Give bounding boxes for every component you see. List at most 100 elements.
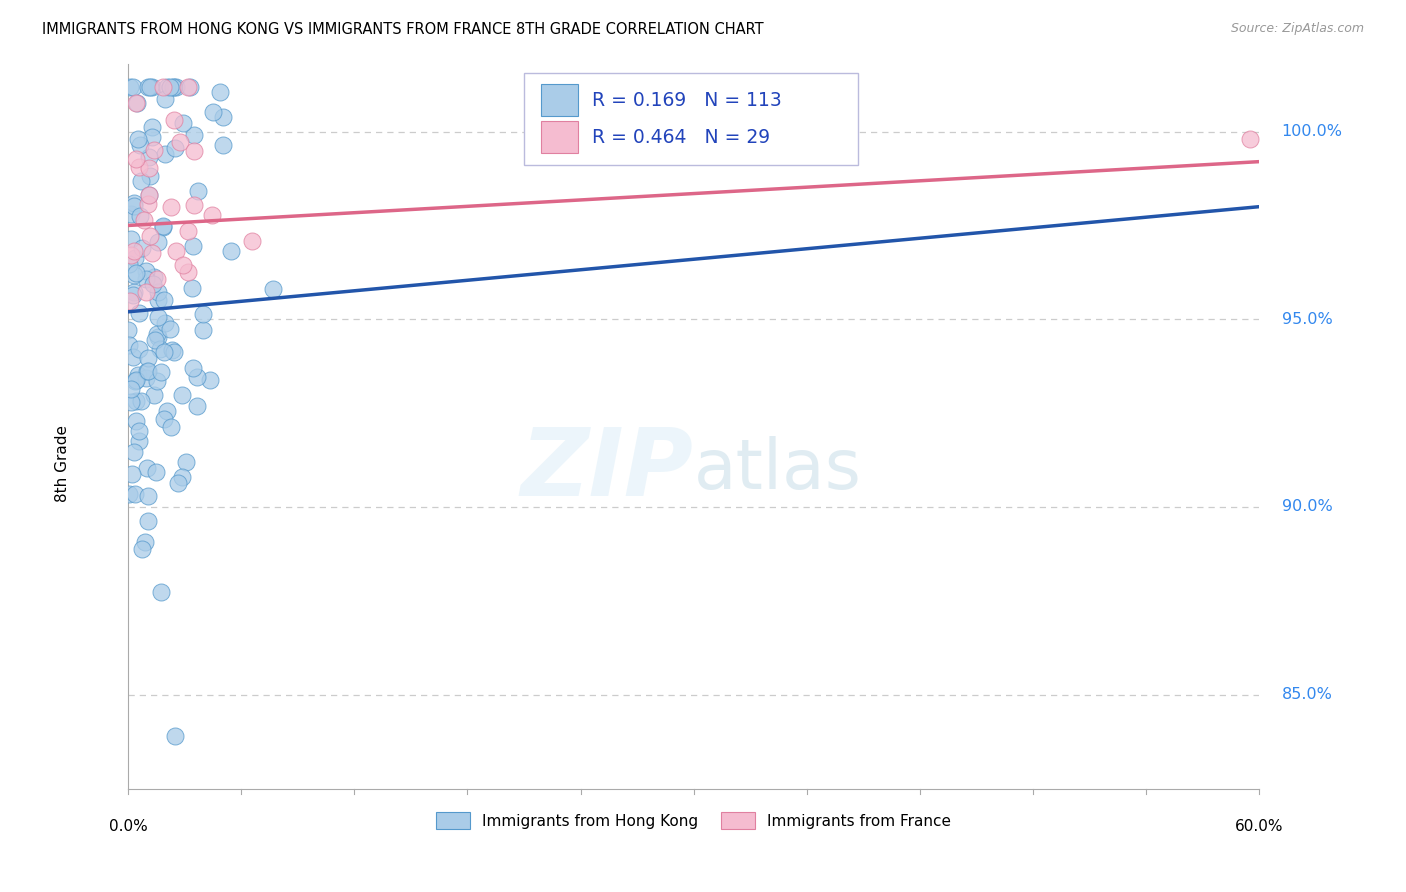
Point (124, 486, 146, 500)
Point (127, 368, 149, 383)
Point (153, 317, 176, 331)
Point (149, 342, 172, 356)
Point (141, 120, 163, 134)
Point (125, 394, 148, 409)
Point (191, 308, 214, 322)
Point (165, 729, 187, 743)
Point (211, 110, 233, 124)
Point (163, 113, 186, 128)
Point (186, 370, 208, 384)
Point (134, 534, 156, 549)
Point (131, 241, 153, 255)
Text: 8th Grade: 8th Grade (55, 425, 70, 502)
Point (120, 232, 142, 246)
Point (118, 79, 141, 94)
Point (148, 293, 170, 307)
Point (135, 264, 157, 278)
Point (152, 344, 174, 359)
Point (125, 152, 148, 166)
Point (170, 388, 193, 402)
Point (145, 272, 167, 286)
FancyBboxPatch shape (541, 84, 578, 116)
Point (135, 272, 157, 286)
Point (122, 244, 145, 259)
Point (163, 345, 186, 359)
Point (146, 326, 169, 341)
Text: 60.0%: 60.0% (1234, 819, 1284, 833)
Point (122, 199, 145, 213)
Point (153, 147, 176, 161)
Point (142, 277, 165, 292)
Point (122, 268, 145, 282)
Point (172, 258, 194, 272)
Point (138, 188, 160, 202)
Point (159, 322, 181, 336)
Point (181, 281, 204, 295)
Point (136, 460, 159, 475)
Point (118, 487, 141, 501)
Point (201, 208, 224, 222)
Point (127, 132, 149, 146)
Point (121, 79, 143, 94)
Point (177, 79, 200, 94)
Point (138, 197, 160, 211)
Point (134, 212, 156, 227)
Point (129, 174, 152, 188)
Point (125, 373, 148, 387)
Point (172, 116, 194, 130)
FancyBboxPatch shape (524, 73, 858, 166)
Point (121, 287, 143, 301)
Point (145, 465, 167, 479)
Text: 0.0%: 0.0% (108, 819, 148, 833)
Point (136, 364, 159, 378)
Point (120, 293, 142, 308)
Text: ZIP: ZIP (520, 424, 693, 516)
Point (153, 412, 176, 426)
Point (183, 361, 205, 376)
Text: IMMIGRANTS FROM HONG KONG VS IMMIGRANTS FROM FRANCE 8TH GRADE CORRELATION CHART: IMMIGRANTS FROM HONG KONG VS IMMIGRANTS … (42, 22, 763, 37)
Point (120, 382, 142, 396)
Point (160, 420, 183, 434)
Point (125, 266, 148, 280)
Point (1239, 132, 1261, 146)
Point (141, 245, 163, 260)
Point (165, 141, 187, 155)
Text: 90.0%: 90.0% (1282, 500, 1333, 515)
Point (121, 467, 143, 482)
Point (186, 399, 208, 413)
Point (181, 239, 204, 253)
Point (135, 371, 157, 385)
Text: Source: ZipAtlas.com: Source: ZipAtlas.com (1230, 22, 1364, 36)
Point (136, 79, 159, 94)
Text: atlas: atlas (693, 436, 862, 503)
Point (141, 130, 163, 145)
Text: 100.0%: 100.0% (1282, 124, 1343, 139)
Text: R = 0.464   N = 29: R = 0.464 N = 29 (592, 128, 770, 146)
Point (153, 293, 176, 308)
Point (128, 209, 150, 223)
Point (128, 434, 150, 449)
Point (209, 85, 232, 99)
Point (142, 270, 165, 285)
Point (211, 138, 233, 153)
Point (201, 104, 224, 119)
Point (141, 79, 163, 94)
Point (118, 257, 141, 271)
Point (152, 219, 174, 233)
Point (128, 306, 150, 320)
Point (128, 424, 150, 438)
Point (122, 350, 145, 364)
Point (136, 514, 159, 528)
Point (187, 184, 209, 198)
Point (156, 79, 179, 94)
Point (166, 475, 188, 490)
Legend: Immigrants from Hong Kong, Immigrants from France: Immigrants from Hong Kong, Immigrants fr… (430, 806, 957, 835)
Point (162, 343, 184, 358)
Point (129, 137, 152, 152)
Point (136, 489, 159, 503)
Point (138, 229, 160, 244)
FancyBboxPatch shape (541, 120, 578, 153)
Point (136, 364, 159, 378)
Point (138, 187, 160, 202)
Point (142, 388, 165, 402)
